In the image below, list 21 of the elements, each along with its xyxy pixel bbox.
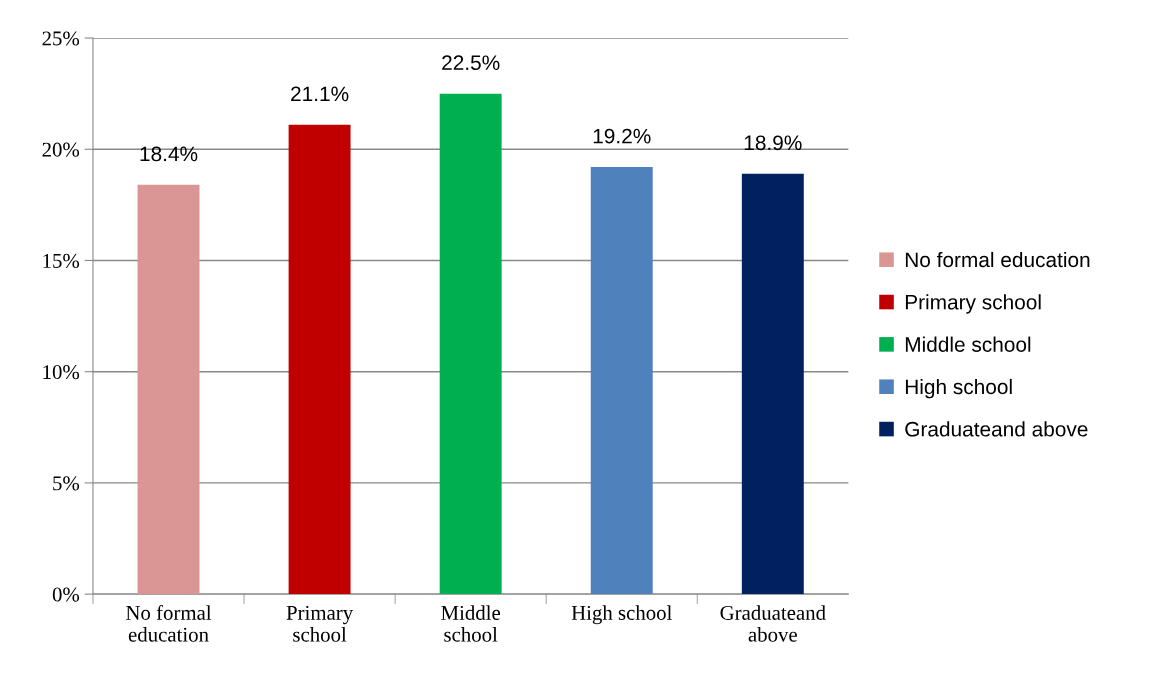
y-tick-label: 10%	[43, 365, 80, 380]
legend-label: No formal education	[905, 251, 1090, 268]
x-tick-label: Middle school	[441, 605, 501, 642]
x-tick-label: Graduateand above	[720, 605, 826, 642]
data-label: 18.4%	[140, 146, 198, 162]
legend-label: Primary school	[905, 294, 1041, 314]
legend-label: High school	[905, 378, 1012, 399]
x-tick-label: No formal education	[126, 605, 212, 642]
y-tick-label: 20%	[42, 142, 80, 157]
x-tick-label: Primary school	[286, 605, 354, 642]
y-tick-label: 15%	[43, 253, 80, 268]
data-label: 19.2%	[593, 128, 651, 144]
legend-label: Middle school	[905, 336, 1031, 352]
x-tick-label: High school	[571, 605, 672, 625]
data-label: 22.5%	[442, 55, 500, 71]
y-tick-label: 25%	[42, 31, 80, 46]
y-tick-label: 5%	[53, 476, 80, 491]
data-label: 18.9%	[744, 135, 802, 151]
y-tick-label: 0%	[52, 587, 80, 602]
data-label: 21.1%	[291, 86, 349, 102]
legend-label: Graduateand above	[905, 421, 1088, 437]
